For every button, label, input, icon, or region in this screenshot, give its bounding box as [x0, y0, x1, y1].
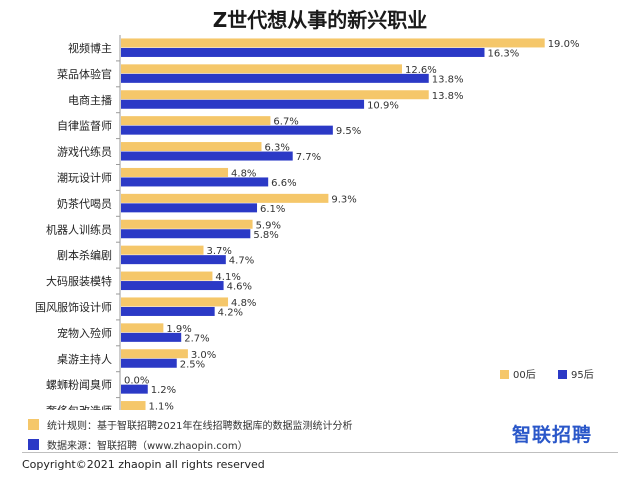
data-label: 12.6%	[405, 65, 437, 76]
data-label: 4.1%	[215, 272, 240, 283]
data-label: 5.8%	[253, 230, 278, 241]
bar-95hou	[121, 229, 251, 239]
bar-95hou	[121, 177, 269, 187]
bar-00hou	[121, 401, 146, 410]
bar-00hou	[121, 64, 402, 74]
data-label: 1.2%	[151, 385, 176, 396]
data-label: 1.9%	[166, 324, 191, 335]
category-label: 潮玩设计师	[57, 170, 112, 184]
category-label: 机器人训练员	[46, 222, 112, 236]
data-label: 16.3%	[487, 48, 519, 59]
data-label: 9.5%	[336, 126, 361, 137]
data-label: 7.7%	[296, 152, 321, 163]
category-label: 剧本杀编剧	[57, 248, 112, 262]
bar-00hou	[121, 167, 229, 177]
category-label: 奢侈包改造师	[46, 404, 112, 410]
category-label: 奶茶代喝员	[57, 196, 112, 210]
divider	[22, 452, 618, 453]
legend-label: 95后	[571, 369, 594, 381]
data-label: 2.5%	[180, 359, 205, 370]
legend-swatch	[558, 370, 567, 379]
bar-00hou	[121, 349, 188, 359]
bar-00hou	[121, 323, 164, 333]
data-label: 2.7%	[184, 333, 209, 344]
bar-00hou	[121, 193, 329, 203]
bar-95hou	[121, 151, 293, 161]
bar-95hou	[121, 358, 177, 368]
category-label: 桌游主持人	[57, 352, 112, 366]
category-label: 游戏代练员	[57, 145, 112, 159]
bar-95hou	[121, 99, 365, 109]
data-label: 6.7%	[273, 117, 298, 128]
bar-95hou	[121, 332, 182, 342]
category-label: 视频博主	[68, 41, 112, 55]
footnote-rule-swatch	[28, 418, 39, 430]
data-label: 4.2%	[218, 307, 243, 318]
category-label: 宠物入殓师	[57, 326, 112, 340]
data-label: 19.0%	[548, 39, 580, 50]
data-label: 4.8%	[231, 298, 256, 309]
bar-95hou	[121, 306, 215, 316]
bar-00hou	[121, 271, 213, 281]
data-label: 4.8%	[231, 168, 256, 179]
bar-00hou	[121, 116, 271, 126]
bar-95hou	[121, 73, 429, 83]
data-label: 5.9%	[256, 220, 281, 231]
category-label: 菜品体验官	[57, 67, 112, 81]
bar-00hou	[121, 219, 253, 229]
data-label: 10.9%	[367, 100, 399, 111]
footnote-rule-text: 统计规则：基于智联招聘2021年在线招聘数据库的数据监测统计分析	[47, 420, 353, 432]
chart-title: Z世代想从事的新兴职业	[212, 8, 428, 32]
data-label: 4.6%	[227, 282, 252, 293]
bar-chart: 视频博主 19.0%16.3%菜品体验官 12.6%13.8%电商主播 13.8%10…	[35, 35, 594, 410]
data-label: 13.8%	[432, 91, 464, 102]
category-label: 电商主播	[68, 93, 112, 107]
bar-95hou	[121, 47, 485, 57]
footnote-rule: 统计规则：基于智联招聘2021年在线招聘数据库的数据监测统计分析	[28, 414, 428, 434]
copyright-text: Copyright©2021 zhaopin all rights reserv…	[22, 458, 265, 471]
data-label: 9.3%	[331, 194, 356, 205]
bar-00hou	[121, 38, 545, 48]
data-label: 6.3%	[264, 143, 289, 154]
footnote-source: 数据来源：智联招聘（www.zhaopin.com）	[28, 434, 428, 454]
bar-00hou	[121, 245, 204, 255]
footnote-source-swatch	[28, 438, 39, 450]
bar-95hou	[121, 203, 258, 213]
bar-95hou	[121, 281, 224, 291]
bar-00hou	[121, 142, 262, 152]
category-label: 螺蛳粉闻臭师	[46, 378, 112, 392]
footnote-source-text: 数据来源：智联招聘（www.zhaopin.com）	[47, 440, 248, 452]
footnotes: 统计规则：基于智联招聘2021年在线招聘数据库的数据监测统计分析 数据来源：智联…	[28, 414, 428, 454]
data-label: 1.1%	[149, 402, 174, 410]
bar-00hou	[121, 297, 229, 307]
data-label: 6.1%	[260, 204, 285, 215]
zhaopin-logo: 智联招聘	[512, 424, 593, 446]
category-label: 国风服饰设计师	[35, 300, 112, 314]
data-label: 4.7%	[229, 256, 254, 267]
data-label: 6.6%	[271, 178, 296, 189]
data-label: 3.7%	[207, 246, 232, 257]
bar-95hou	[121, 255, 226, 265]
data-label: 3.0%	[191, 350, 216, 361]
category-label: 大码服装模特	[46, 274, 112, 288]
category-label: 自律监督师	[57, 119, 112, 133]
bar-00hou	[121, 90, 429, 100]
data-label: 0.0%	[124, 376, 149, 387]
bar-95hou	[121, 384, 148, 394]
data-label: 13.8%	[432, 74, 464, 85]
legend-label: 00后	[513, 369, 536, 381]
bar-95hou	[121, 125, 333, 135]
legend-swatch	[500, 370, 509, 379]
